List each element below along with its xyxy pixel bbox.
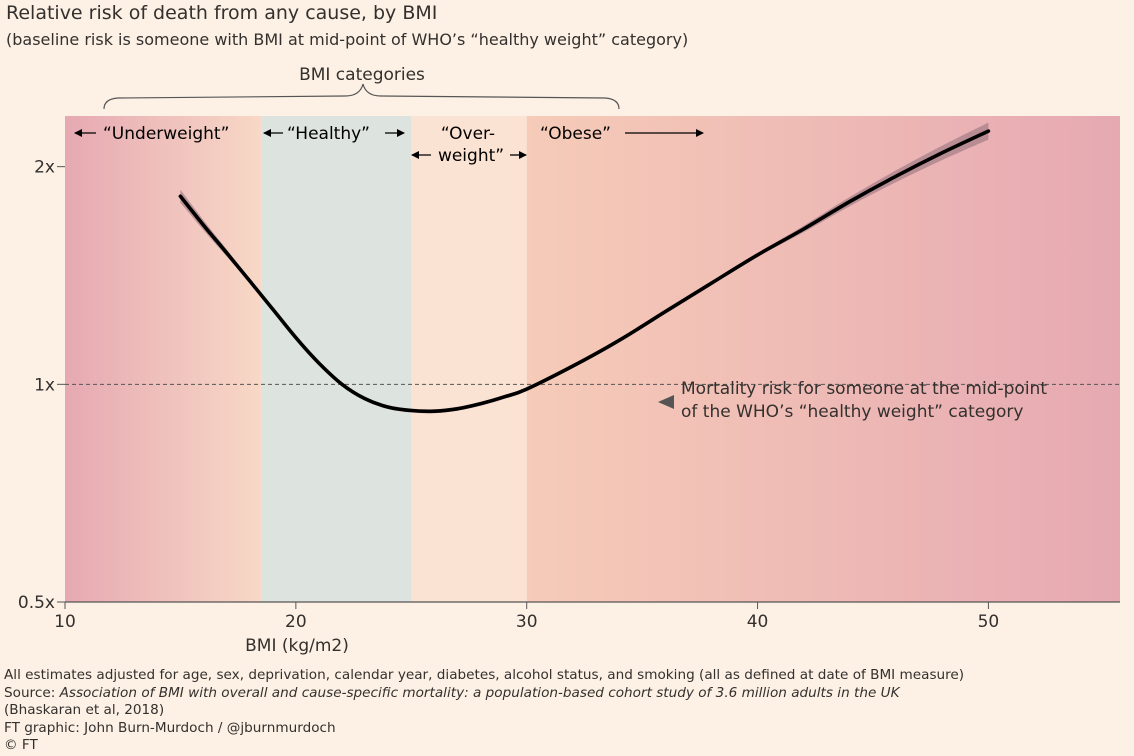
underweight-label: “Underweight”	[103, 124, 229, 144]
footer-source-citation: (Bhaskaran et al, 2018)	[4, 702, 165, 718]
annotation-line-1: Mortality risk for someone at the mid-po…	[681, 379, 1047, 399]
category-bands	[65, 116, 1120, 602]
risk-curve	[178, 129, 991, 414]
footer-copyright: © FT	[4, 737, 38, 753]
x-axis: 10 20 30 40 50	[54, 601, 1120, 632]
healthy-label: “Healthy”	[287, 124, 370, 144]
chart-title: Relative risk of death from any cause, b…	[6, 2, 438, 24]
y-tick-label: 2x	[34, 158, 55, 178]
chart-svg: 0.5x 1x 2x 10 20 30 40 50 BMI categories “Unde…	[18, 65, 1120, 656]
x-tick-label: 10	[54, 612, 76, 632]
band-overweight	[411, 116, 527, 602]
overweight-label-1: “Over-	[441, 124, 495, 144]
obese-label: “Obese”	[540, 124, 611, 144]
x-axis-label: BMI (kg/m2)	[245, 636, 349, 656]
chart-subtitle: (baseline risk is someone with BMI at mi…	[6, 30, 689, 49]
footer: All estimates adjusted for age, sex, dep…	[4, 667, 964, 755]
footer-source-prefix: Source:	[4, 684, 60, 701]
footer-note: All estimates adjusted for age, sex, dep…	[4, 667, 965, 683]
y-axis: 0.5x 1x 2x	[18, 158, 65, 613]
bmi-categories-label: BMI categories	[299, 65, 425, 85]
category-labels: “Underweight” “Healthy” “Over- weight” “…	[74, 124, 704, 166]
y-tick-label: 1x	[34, 375, 55, 395]
y-tick-label: 0.5x	[18, 593, 55, 613]
footer-source-title: Association of BMI with overall and caus…	[59, 684, 900, 701]
annotation-line-2: of the WHO’s “healthy weight” category	[681, 402, 1023, 422]
band-underweight	[65, 116, 262, 602]
x-tick-label: 40	[747, 612, 769, 632]
footer-credit: FT graphic: John Burn-Murdoch / @jburnmu…	[4, 719, 336, 736]
band-healthy	[261, 116, 412, 602]
bmi-categories-brace	[103, 83, 620, 110]
x-tick-label: 20	[285, 612, 307, 632]
footer-source: Source: Association of BMI with overall …	[4, 685, 964, 703]
overweight-label-2: weight”	[438, 146, 504, 166]
annotation-pointer-icon	[658, 395, 674, 409]
band-obese	[526, 116, 1120, 602]
x-tick-label: 30	[516, 612, 538, 632]
x-tick-label: 50	[978, 612, 1000, 632]
